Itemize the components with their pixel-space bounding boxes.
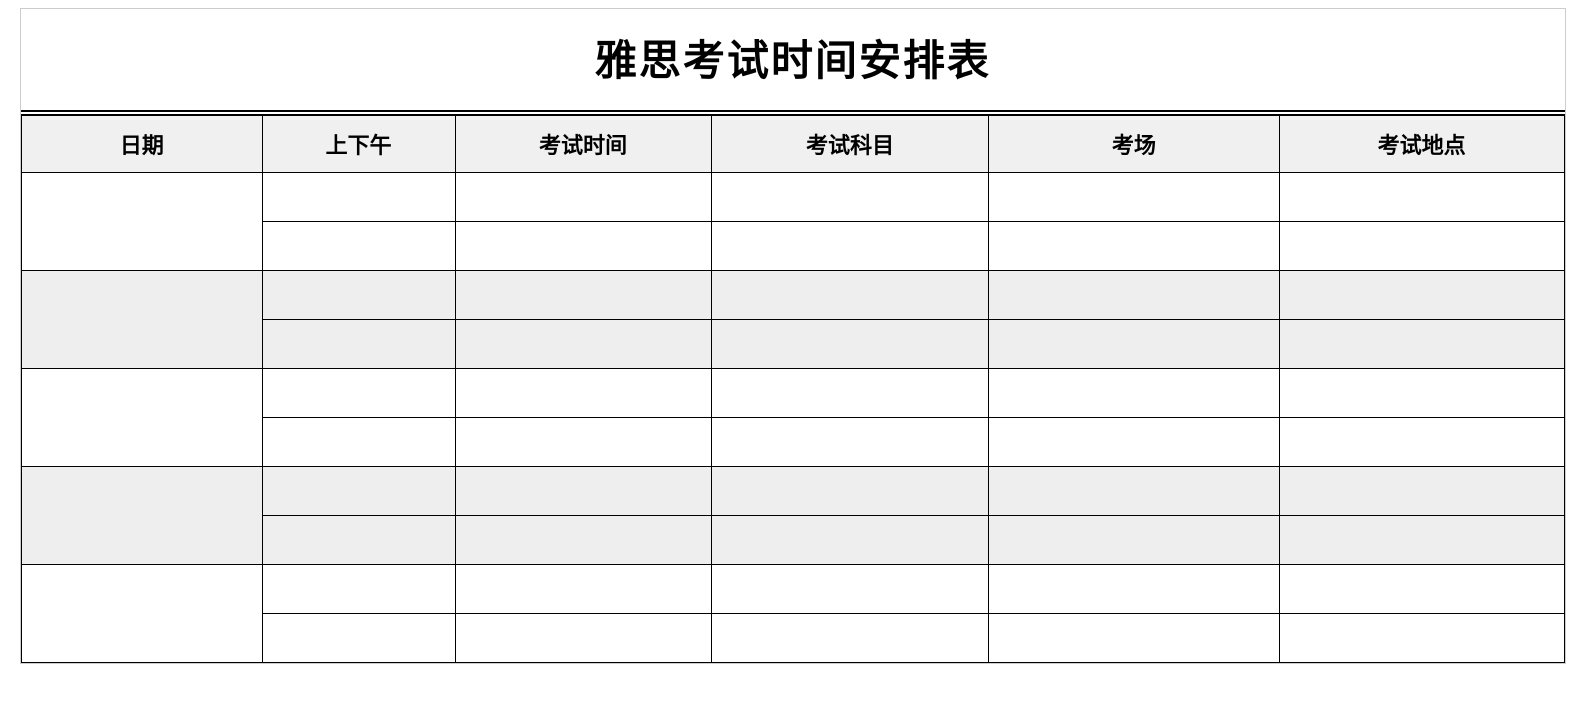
cell-ampm [262,467,455,516]
cell-ampm [262,369,455,418]
cell-subject [711,222,989,271]
cell-subject [711,271,989,320]
page-title: 雅思考试时间安排表 [21,27,1565,88]
col-header-ampm: 上下午 [262,116,455,173]
cell-ampm [262,271,455,320]
cell-time [455,271,711,320]
col-header-location: 考试地点 [1279,116,1564,173]
cell-room [989,222,1279,271]
table-header-row: 日期 上下午 考试时间 考试科目 考场 考试地点 [22,116,1565,173]
cell-room [989,565,1279,614]
cell-subject [711,320,989,369]
cell-room [989,173,1279,222]
cell-location [1279,565,1564,614]
cell-room [989,271,1279,320]
cell-ampm [262,222,455,271]
cell-room [989,516,1279,565]
cell-location [1279,614,1564,663]
cell-date [22,369,263,467]
col-header-room: 考场 [989,116,1279,173]
cell-subject [711,565,989,614]
col-header-date: 日期 [22,116,263,173]
cell-location [1279,467,1564,516]
cell-date [22,271,263,369]
cell-ampm [262,173,455,222]
col-header-time: 考试时间 [455,116,711,173]
schedule-table-container: 雅思考试时间安排表 日期 上下午 考试时间 考试科目 考场 考试地点 [20,8,1566,664]
cell-ampm [262,418,455,467]
cell-location [1279,369,1564,418]
col-header-subject: 考试科目 [711,116,989,173]
cell-location [1279,516,1564,565]
table-row [22,271,1565,320]
cell-room [989,614,1279,663]
cell-location [1279,173,1564,222]
cell-ampm [262,565,455,614]
cell-time [455,516,711,565]
table-row [22,467,1565,516]
cell-subject [711,467,989,516]
cell-ampm [262,614,455,663]
cell-ampm [262,516,455,565]
cell-subject [711,369,989,418]
cell-time [455,565,711,614]
cell-room [989,418,1279,467]
cell-time [455,320,711,369]
cell-time [455,418,711,467]
cell-time [455,467,711,516]
cell-room [989,369,1279,418]
cell-time [455,222,711,271]
schedule-table: 日期 上下午 考试时间 考试科目 考场 考试地点 [21,115,1565,663]
cell-date [22,173,263,271]
title-row: 雅思考试时间安排表 [21,9,1565,111]
cell-subject [711,418,989,467]
cell-date [22,467,263,565]
cell-location [1279,271,1564,320]
table-row [22,565,1565,614]
cell-date [22,565,263,663]
cell-time [455,173,711,222]
cell-location [1279,222,1564,271]
cell-time [455,614,711,663]
cell-subject [711,173,989,222]
table-row [22,369,1565,418]
table-row [22,173,1565,222]
cell-time [455,369,711,418]
cell-location [1279,320,1564,369]
cell-location [1279,418,1564,467]
cell-subject [711,516,989,565]
cell-ampm [262,320,455,369]
cell-subject [711,614,989,663]
cell-room [989,320,1279,369]
cell-room [989,467,1279,516]
